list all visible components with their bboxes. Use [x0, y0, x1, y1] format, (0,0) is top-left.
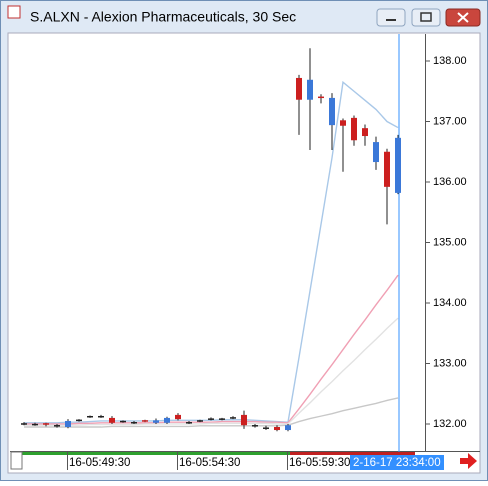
y-tick-label: 137.00 [433, 115, 467, 127]
close-icon [457, 12, 469, 23]
candle-body [109, 417, 115, 423]
scroll-handle[interactable] [10, 451, 23, 470]
candle-body [384, 151, 390, 187]
minimize-button[interactable] [376, 8, 406, 27]
scroll-range-red [290, 452, 415, 455]
x-tick-label: 16-05:59:30 [289, 457, 350, 469]
candle-body [329, 97, 335, 126]
candle-body [274, 427, 280, 431]
candle-body [362, 128, 368, 137]
moving-average-line [24, 274, 399, 425]
maximize-button[interactable] [411, 8, 441, 27]
candle-body [307, 79, 313, 100]
candle-body [351, 117, 357, 141]
scroll-right-arrow[interactable] [460, 453, 477, 469]
plot: 132.00 133.00 134.00 135.00 136.00 137.00 138.… [21, 34, 467, 470]
window-title: S.ALXN - Alexion Pharmaceuticals, 30 Sec [30, 9, 296, 25]
moving-average-line [24, 397, 399, 428]
candle-body [175, 414, 181, 420]
y-tick-label: 136.00 [433, 176, 467, 188]
window-icon [7, 5, 21, 19]
scroll-range-green [22, 452, 290, 455]
candle-body [285, 425, 291, 431]
candle-body [153, 420, 159, 423]
candle-body [65, 420, 71, 428]
candle-body [296, 77, 302, 100]
x-tick-label: 16-05:49:30 [69, 457, 130, 469]
y-tick-label: 132.00 [433, 418, 467, 430]
candle-body [340, 120, 346, 126]
cursor-label-box [350, 455, 444, 470]
cursor-label: 2-16-17 23:34:00 [353, 457, 441, 469]
maximize-icon [420, 12, 432, 22]
moving-average-line [24, 317, 399, 426]
chart-area [7, 32, 481, 474]
y-tick-label: 134.00 [433, 297, 467, 309]
y-tick-label: 138.00 [433, 55, 467, 67]
y-tick-label: 133.00 [433, 357, 467, 369]
candle-body [241, 414, 247, 426]
candle-body [164, 417, 170, 423]
x-tick-label: 16-05:54:30 [179, 457, 240, 469]
candle-body [395, 137, 401, 193]
candle-body [373, 142, 379, 163]
y-tick-label: 135.00 [433, 236, 467, 248]
